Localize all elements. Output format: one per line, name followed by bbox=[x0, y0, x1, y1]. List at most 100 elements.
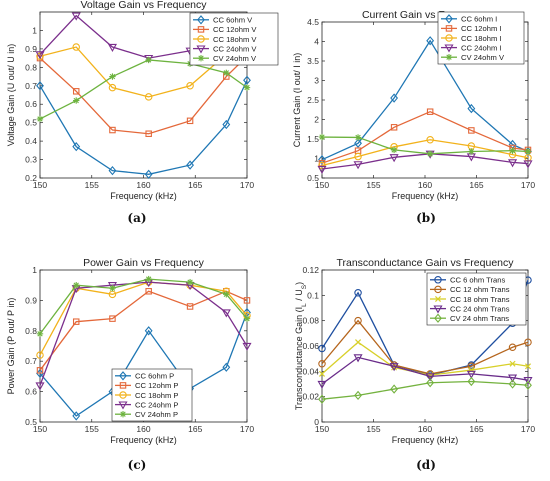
y-tick-label: 0.5 bbox=[25, 417, 37, 427]
data-point bbox=[426, 36, 435, 46]
figure-caption: (a) bbox=[127, 211, 146, 225]
x-tick-label: 150 bbox=[315, 180, 329, 190]
data-point bbox=[242, 342, 252, 351]
legend-marker bbox=[445, 54, 453, 61]
legend-marker bbox=[197, 35, 205, 43]
data-point bbox=[144, 326, 153, 336]
legend-label: CC 18ohm I bbox=[461, 34, 502, 43]
data-point bbox=[186, 117, 194, 125]
data-point bbox=[35, 382, 45, 391]
data-point bbox=[222, 362, 231, 372]
data-point bbox=[186, 303, 194, 310]
y-tick-label: 0.6 bbox=[25, 99, 37, 109]
data-point bbox=[243, 84, 251, 91]
data-point bbox=[524, 380, 532, 390]
data-point bbox=[72, 43, 80, 51]
legend-label: CC 12ohm I bbox=[461, 24, 502, 33]
data-point bbox=[508, 343, 517, 352]
legend-marker bbox=[445, 34, 453, 42]
data-point bbox=[36, 81, 44, 91]
data-point bbox=[243, 297, 251, 304]
data-point bbox=[318, 394, 326, 404]
legend-marker bbox=[197, 55, 205, 62]
legend-marker bbox=[433, 305, 443, 314]
x-axis-label: Frequency (kHz) bbox=[392, 435, 459, 445]
figure-caption: (d) bbox=[416, 458, 436, 472]
y-tick-label: 1 bbox=[314, 154, 319, 164]
data-point bbox=[73, 97, 80, 104]
legend-label: CC 6 ohm Trans bbox=[450, 276, 505, 285]
data-point bbox=[145, 288, 152, 295]
data-point bbox=[509, 147, 516, 154]
x-tick-label: 170 bbox=[240, 180, 254, 190]
data-point bbox=[354, 138, 362, 148]
chart-panel-d: Transconductance Gain vs Frequency 150 155… bbox=[294, 257, 535, 472]
y-axis-label: Voltage Gain (U out/ U in) bbox=[6, 44, 16, 147]
data-point bbox=[36, 330, 44, 338]
data-point bbox=[109, 315, 116, 322]
data-point bbox=[318, 344, 326, 353]
x-tick-label: 160 bbox=[136, 180, 150, 190]
legend-marker bbox=[119, 391, 127, 399]
y-tick-label: 0.8 bbox=[25, 62, 37, 72]
data-point bbox=[508, 374, 518, 383]
data-point bbox=[426, 108, 434, 115]
legend-label: CC 6ohm P bbox=[135, 372, 174, 381]
legend-label: CC 18 ohm Trans bbox=[450, 295, 510, 304]
data-point bbox=[426, 150, 434, 158]
legend-label: CC 12ohm P bbox=[135, 381, 178, 390]
data-point bbox=[353, 161, 363, 170]
x-tick-label: 165 bbox=[188, 180, 202, 190]
legend-label: CC 6ohm V bbox=[213, 16, 253, 25]
legend-marker bbox=[119, 411, 127, 418]
figure-caption: (c) bbox=[128, 458, 147, 472]
y-tick-label: 0.04 bbox=[302, 366, 319, 376]
chart-title: Power Gain vs Frequency bbox=[83, 257, 205, 269]
data-point bbox=[223, 69, 230, 77]
y-tick-label: 0.06 bbox=[302, 341, 319, 351]
y-tick-label: 2.5 bbox=[307, 95, 319, 105]
series-cv-24-ohm-trans bbox=[318, 376, 532, 404]
x-tick-label: 170 bbox=[521, 424, 535, 434]
data-point bbox=[186, 160, 194, 170]
x-tick-label: 150 bbox=[315, 424, 329, 434]
series-cc-24-ohm-trans bbox=[317, 354, 533, 389]
x-axis-label: Frequency (kHz) bbox=[392, 191, 459, 201]
data-point bbox=[35, 51, 45, 60]
data-point bbox=[108, 165, 117, 176]
data-point bbox=[72, 318, 80, 325]
legend-marker bbox=[434, 313, 442, 323]
data-point bbox=[36, 52, 44, 61]
data-point bbox=[389, 154, 399, 163]
data-point bbox=[524, 363, 532, 370]
figure-caption: (b) bbox=[416, 211, 436, 225]
legend-marker bbox=[434, 276, 442, 284]
legend-marker bbox=[197, 26, 205, 33]
x-tick-label: 155 bbox=[85, 180, 99, 190]
y-tick-label: 0.5 bbox=[307, 173, 319, 183]
legend-marker bbox=[434, 295, 442, 303]
data-point bbox=[354, 316, 362, 325]
data-point bbox=[243, 315, 251, 322]
legend-label: CC 18ohm V bbox=[213, 35, 257, 44]
legend-label: CV 24 ohm Trans bbox=[450, 314, 509, 323]
x-tick-label: 170 bbox=[240, 424, 254, 434]
y-tick-label: 3 bbox=[314, 76, 319, 86]
legend-marker bbox=[119, 371, 127, 381]
data-point bbox=[36, 367, 44, 374]
data-point bbox=[426, 378, 435, 388]
series-cv-24ohm-p bbox=[36, 275, 251, 338]
legend-marker bbox=[119, 382, 127, 389]
y-tick-label: 0.3 bbox=[25, 155, 37, 165]
y-tick-label: 0.5 bbox=[25, 118, 37, 128]
x-tick-label: 150 bbox=[33, 424, 47, 434]
y-tick-label: 0 bbox=[314, 417, 319, 427]
data-point bbox=[145, 130, 152, 137]
y-tick-label: 0.7 bbox=[25, 356, 37, 366]
data-point bbox=[71, 12, 81, 21]
y-tick-label: 0.2 bbox=[25, 173, 37, 183]
data-point bbox=[390, 124, 398, 131]
